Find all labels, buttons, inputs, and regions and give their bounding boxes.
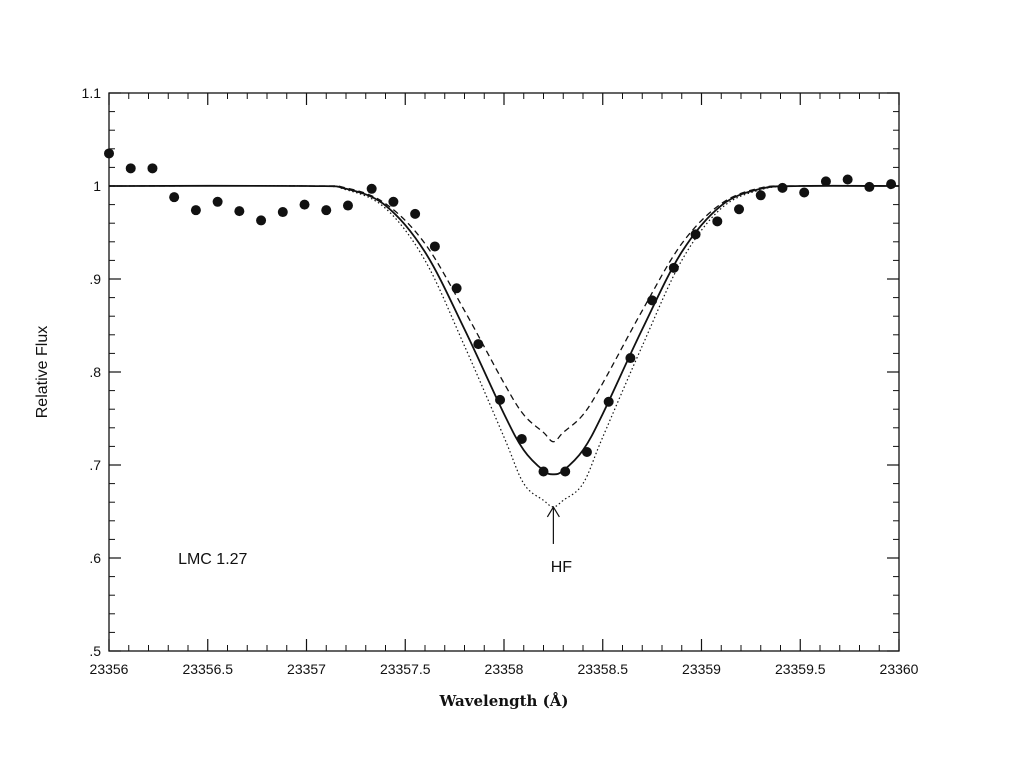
y-tick-label: .5 (89, 643, 101, 659)
data-point (864, 181, 875, 192)
data-point (410, 208, 421, 219)
data-point (538, 466, 549, 477)
x-tick-label: 23358.5 (577, 661, 628, 677)
observed-points (104, 148, 897, 477)
minor-ticks (109, 93, 899, 651)
data-point (451, 283, 462, 294)
data-point (755, 190, 766, 201)
x-tick-label: 23359.5 (775, 661, 826, 677)
data-point (277, 207, 288, 218)
data-point (560, 466, 571, 477)
data-point (388, 196, 399, 207)
data-point (581, 446, 592, 457)
y-tick-label: 1.1 (82, 85, 102, 101)
data-point (473, 339, 484, 350)
data-point (321, 205, 332, 216)
dotted-model-curve (108, 185, 900, 508)
data-point (190, 205, 201, 216)
object-label: LMC 1.27 (178, 551, 247, 568)
y-tick-label: .7 (89, 457, 101, 473)
data-point (125, 163, 136, 174)
solid-model-curve (108, 184, 900, 476)
data-point (625, 353, 636, 364)
x-tick-label: 23356.5 (182, 661, 233, 677)
data-point (495, 394, 506, 405)
y-tick-label: .9 (89, 271, 101, 287)
data-point (234, 206, 245, 217)
data-point (366, 183, 377, 194)
x-tick-label: 23357 (287, 661, 326, 677)
data-point (256, 215, 267, 226)
data-point (820, 176, 831, 187)
x-tick-labels: 23356 23356.5 23357 23357.5 23358 23358.5 2335… (90, 661, 919, 677)
x-tick-label: 23359 (682, 661, 721, 677)
hf-arrow-head (546, 505, 560, 518)
data-point (212, 196, 223, 207)
data-point (104, 148, 114, 159)
data-point (842, 174, 853, 185)
y-tick-labels: .5 .6 .7 .8 .9 1 1.1 (82, 85, 102, 659)
x-tick-label: 23358 (485, 661, 524, 677)
data-point (429, 241, 440, 252)
hf-label: HF (551, 559, 573, 576)
data-point (777, 182, 788, 193)
data-point (299, 199, 310, 210)
data-point (690, 229, 701, 240)
y-tick-label: .6 (89, 550, 101, 566)
x-tick-label: 23360 (880, 661, 919, 677)
model-curves (108, 184, 900, 508)
data-point (147, 163, 158, 174)
x-tick-label: 23357.5 (380, 661, 431, 677)
annotations: LMC 1.27 HF (178, 505, 573, 576)
x-axis-label: Wavelength (Å) (438, 692, 568, 710)
data-point (647, 295, 658, 306)
y-tick-label: 1 (93, 178, 101, 194)
data-point (886, 179, 897, 190)
data-point (734, 204, 745, 215)
x-tick-label: 23356 (90, 661, 129, 677)
data-point (342, 200, 353, 211)
data-point (169, 192, 180, 203)
dashed-model-curve (108, 185, 900, 443)
data-point (516, 433, 527, 444)
y-tick-label: .8 (89, 364, 101, 380)
y-axis-label: Relative Flux (34, 326, 51, 418)
data-point (799, 187, 810, 198)
data-point (603, 396, 614, 407)
data-point (712, 216, 723, 227)
data-point (668, 262, 679, 273)
